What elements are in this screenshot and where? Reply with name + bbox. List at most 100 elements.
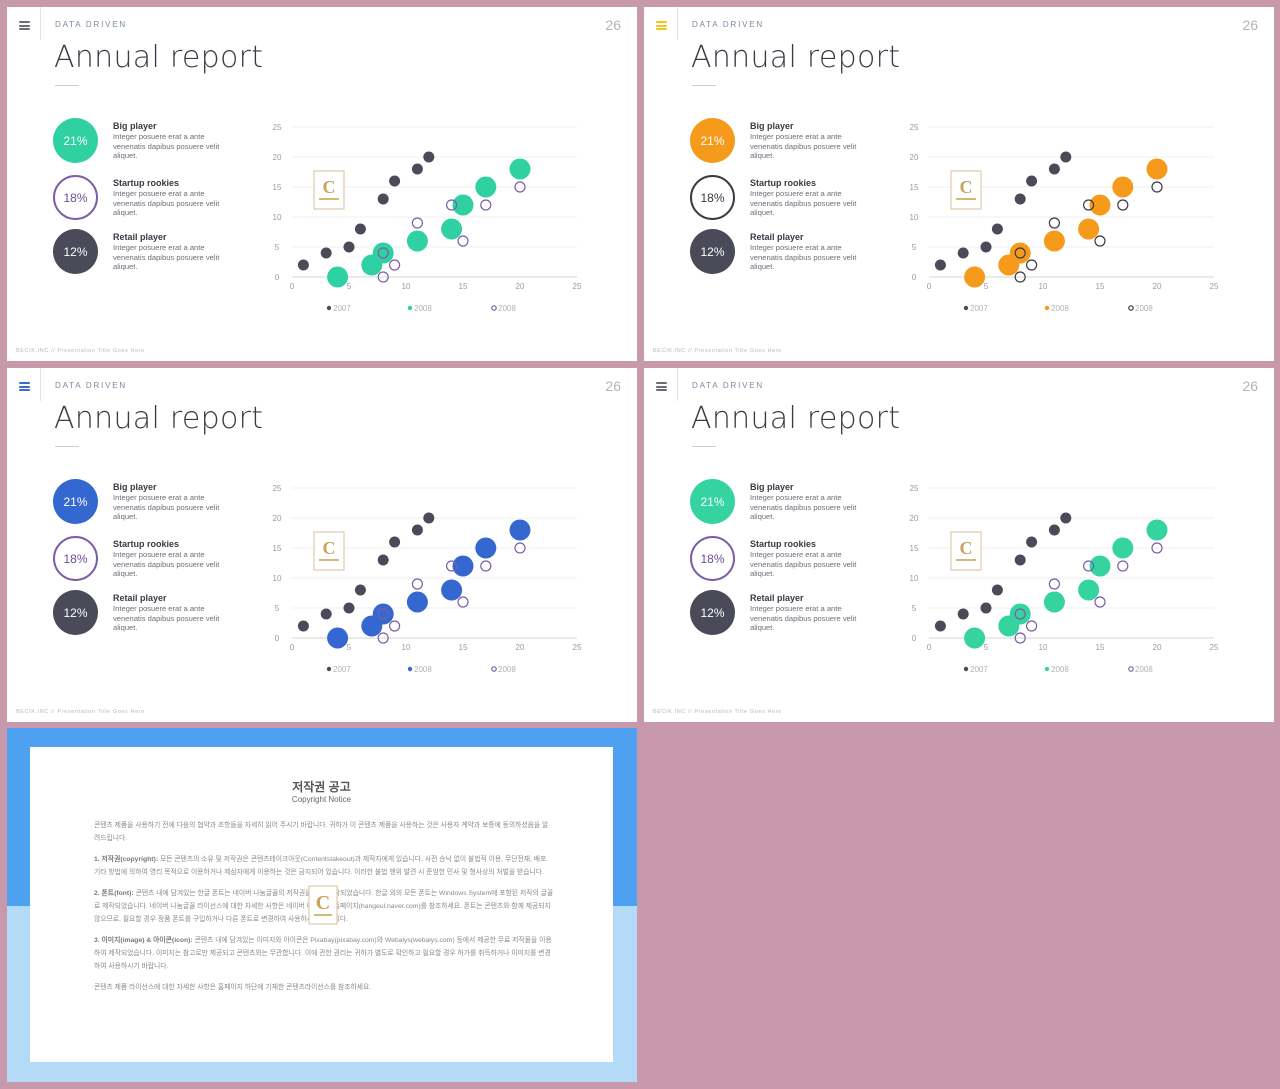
copyright-section-3: 3. 이미지(image) & 아이콘(icon): 콘텐츠 내에 담겨있는 이… xyxy=(94,934,554,973)
stat-description: Integer posuere erat a ante venenatis da… xyxy=(113,493,220,521)
logo-bar xyxy=(319,198,339,200)
legend-marker xyxy=(1128,305,1134,311)
y-tick-label: 10 xyxy=(273,574,282,583)
menu-icon[interactable] xyxy=(19,21,30,30)
copyright-card: 저작권 공고 Copyright Notice 콘텐츠 제품을 사용하기 전에 … xyxy=(30,747,613,1062)
stat-title: Big player xyxy=(113,121,157,131)
y-tick-label: 15 xyxy=(273,544,282,553)
x-tick-label: 20 xyxy=(1153,643,1162,652)
point-2008 xyxy=(1146,519,1168,541)
x-tick-label: 25 xyxy=(1210,282,1219,291)
point-2008-hollow xyxy=(1151,181,1163,193)
header-divider xyxy=(677,7,678,40)
point-2007 xyxy=(934,259,946,271)
slide-2[interactable]: DATA DRIVEN 26 Annual report 21% Big pla… xyxy=(644,7,1274,361)
legend-label: 2008 xyxy=(1051,665,1069,674)
footer-text: BECIK.INC // Presentation Title Goes Her… xyxy=(16,348,145,354)
legend-marker xyxy=(1044,305,1050,311)
point-2008-hollow xyxy=(377,632,389,644)
point-2008 xyxy=(1009,603,1031,625)
point-2008 xyxy=(406,591,428,613)
x-tick-label: 0 xyxy=(290,282,295,291)
y-tick-label: 25 xyxy=(910,123,919,132)
point-2008-hollow xyxy=(377,247,389,259)
stat-big-player: 21% Big player Integer posuere erat a an… xyxy=(690,118,910,166)
stat-title: Big player xyxy=(750,121,794,131)
stat-title: Retail player xyxy=(750,593,804,603)
section-text: 모든 콘텐츠의 소유 및 저작권은 콘텐츠테이크아웃(Contentstakeo… xyxy=(94,856,547,876)
page-number: 26 xyxy=(1242,17,1258,33)
point-2008-hollow xyxy=(377,271,389,283)
point-2008-hollow xyxy=(446,560,458,572)
copyright-slide[interactable]: 저작권 공고 Copyright Notice 콘텐츠 제품을 사용하기 전에 … xyxy=(7,728,637,1082)
y-tick-label: 20 xyxy=(910,514,919,523)
point-2007 xyxy=(354,584,366,596)
point-2008 xyxy=(475,537,497,559)
y-tick-label: 10 xyxy=(273,213,282,222)
slide-3[interactable]: DATA DRIVEN 26 Annual report 21% Big pla… xyxy=(7,368,637,722)
point-2007 xyxy=(423,512,435,524)
slide-1[interactable]: DATA DRIVEN 26 Annual report 21% Big pla… xyxy=(7,7,637,361)
x-tick-label: 25 xyxy=(573,282,582,291)
y-tick-label: 25 xyxy=(910,484,919,493)
point-2008-hollow xyxy=(1117,199,1129,211)
point-2007 xyxy=(411,163,423,175)
point-2007 xyxy=(377,554,389,566)
x-tick-label: 15 xyxy=(459,282,468,291)
stat-retail-player: 12% Retail player Integer posuere erat a… xyxy=(53,590,273,638)
point-2008-hollow xyxy=(1014,247,1026,259)
menu-icon[interactable] xyxy=(19,382,30,391)
point-2007 xyxy=(934,620,946,632)
slide-title: Annual report xyxy=(691,401,901,436)
legend-marker xyxy=(1128,666,1134,672)
stat-title: Startup rookies xyxy=(113,178,180,188)
point-2008 xyxy=(964,627,986,649)
point-2008-hollow xyxy=(1014,632,1026,644)
menu-icon[interactable] xyxy=(656,382,667,391)
y-tick-label: 15 xyxy=(910,183,919,192)
stat-title: Big player xyxy=(113,482,157,492)
legend-label: 2008 xyxy=(414,665,432,674)
stat-big-player: 21% Big player Integer posuere erat a an… xyxy=(53,479,273,527)
stat-title: Retail player xyxy=(750,232,804,242)
point-2008 xyxy=(1112,176,1134,198)
point-2008 xyxy=(1078,218,1100,240)
point-2008 xyxy=(452,555,474,577)
logo-letter: C xyxy=(960,177,973,197)
stat-description: Integer posuere erat a ante venenatis da… xyxy=(113,132,220,160)
legend-marker xyxy=(491,305,497,311)
page-number: 26 xyxy=(605,378,621,394)
legend-marker xyxy=(1044,666,1050,672)
footer-text: BECIK.INC // Presentation Title Goes Her… xyxy=(16,709,145,715)
menu-icon[interactable] xyxy=(656,21,667,30)
y-tick-label: 5 xyxy=(275,243,280,252)
point-2007 xyxy=(343,241,355,253)
point-2008 xyxy=(964,266,986,288)
stat-circle: 12% xyxy=(53,229,98,274)
point-2008-hollow xyxy=(411,578,423,590)
point-2008 xyxy=(509,519,531,541)
logo-bar xyxy=(956,559,976,561)
section-label: DATA DRIVEN xyxy=(692,381,764,390)
stat-title: Startup rookies xyxy=(750,539,817,549)
point-2008 xyxy=(372,603,394,625)
legend-marker xyxy=(963,666,969,672)
section-text: 콘텐츠 내에 담겨있는 이미지와 아이콘은 Pixabay(pixabay.co… xyxy=(94,937,552,970)
point-2008-hollow xyxy=(1151,542,1163,554)
stat-circle: 12% xyxy=(690,590,735,635)
y-tick-label: 0 xyxy=(912,273,917,282)
stat-circle: 12% xyxy=(53,590,98,635)
stat-description: Integer posuere erat a ante venenatis da… xyxy=(113,604,220,632)
x-tick-label: 5 xyxy=(984,282,989,291)
title-underline xyxy=(692,446,716,447)
stat-description: Integer posuere erat a ante venenatis da… xyxy=(113,550,220,578)
point-2008 xyxy=(1043,230,1065,252)
x-tick-label: 20 xyxy=(516,643,525,652)
stat-description: Integer posuere erat a ante venenatis da… xyxy=(750,550,857,578)
point-2007 xyxy=(957,608,969,620)
logo-frame xyxy=(950,170,982,210)
slide-4[interactable]: DATA DRIVEN 26 Annual report 21% Big pla… xyxy=(644,368,1274,722)
point-2008-hollow xyxy=(1094,596,1106,608)
point-2008-hollow xyxy=(1083,199,1095,211)
legend-label: 2007 xyxy=(333,665,351,674)
